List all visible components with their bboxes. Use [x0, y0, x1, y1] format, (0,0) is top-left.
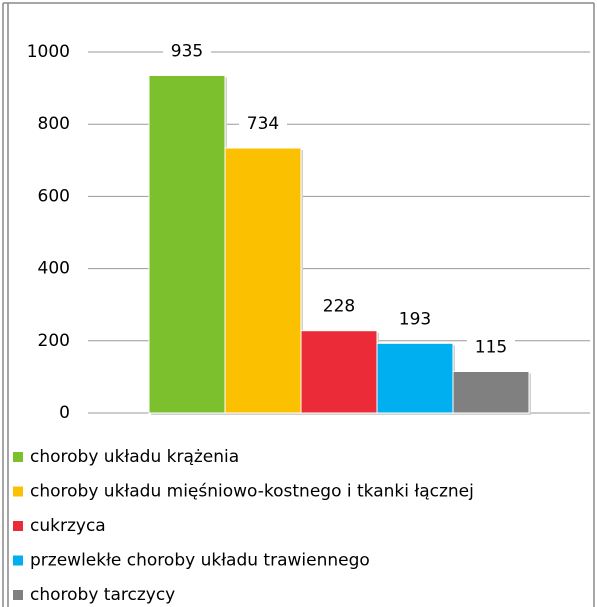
legend-swatch: [13, 555, 23, 566]
data-label-bg: [239, 112, 287, 137]
data-label: 115: [475, 337, 507, 357]
y-tick-label: 400: [38, 259, 70, 279]
y-tick-label: 0: [59, 403, 70, 423]
bar: [376, 342, 454, 414]
legend-label: cukrzyca: [30, 516, 106, 536]
legend-label: choroby układu krążenia: [30, 447, 239, 467]
legend-label: choroby tarczycy: [30, 585, 175, 605]
data-label-bg: [391, 307, 439, 332]
data-label-bg: [163, 39, 211, 64]
bar: [148, 74, 226, 414]
data-label: 734: [247, 114, 279, 134]
bar: [452, 370, 530, 414]
data-label: 193: [399, 309, 431, 329]
y-tick-label: 1000: [27, 42, 70, 62]
data-label-bg: [315, 294, 363, 319]
y-tick-label: 800: [38, 114, 70, 134]
legend-swatch: [13, 521, 23, 531]
y-tick-label: 200: [38, 331, 70, 351]
data-label: 228: [323, 297, 355, 317]
bar: [300, 330, 378, 414]
bar: [224, 147, 302, 414]
y-tick-label: 600: [38, 186, 70, 206]
legend-swatch: [13, 590, 23, 600]
legend-label: przewlekłe choroby układu trawiennego: [30, 551, 370, 571]
legend-label: choroby układu mięśniowo-kostnego i tkan…: [30, 482, 474, 502]
data-label-bg: [467, 335, 515, 360]
legend-swatch: [13, 486, 23, 497]
data-label: 935: [171, 41, 203, 61]
legend-swatch: [13, 452, 23, 462]
